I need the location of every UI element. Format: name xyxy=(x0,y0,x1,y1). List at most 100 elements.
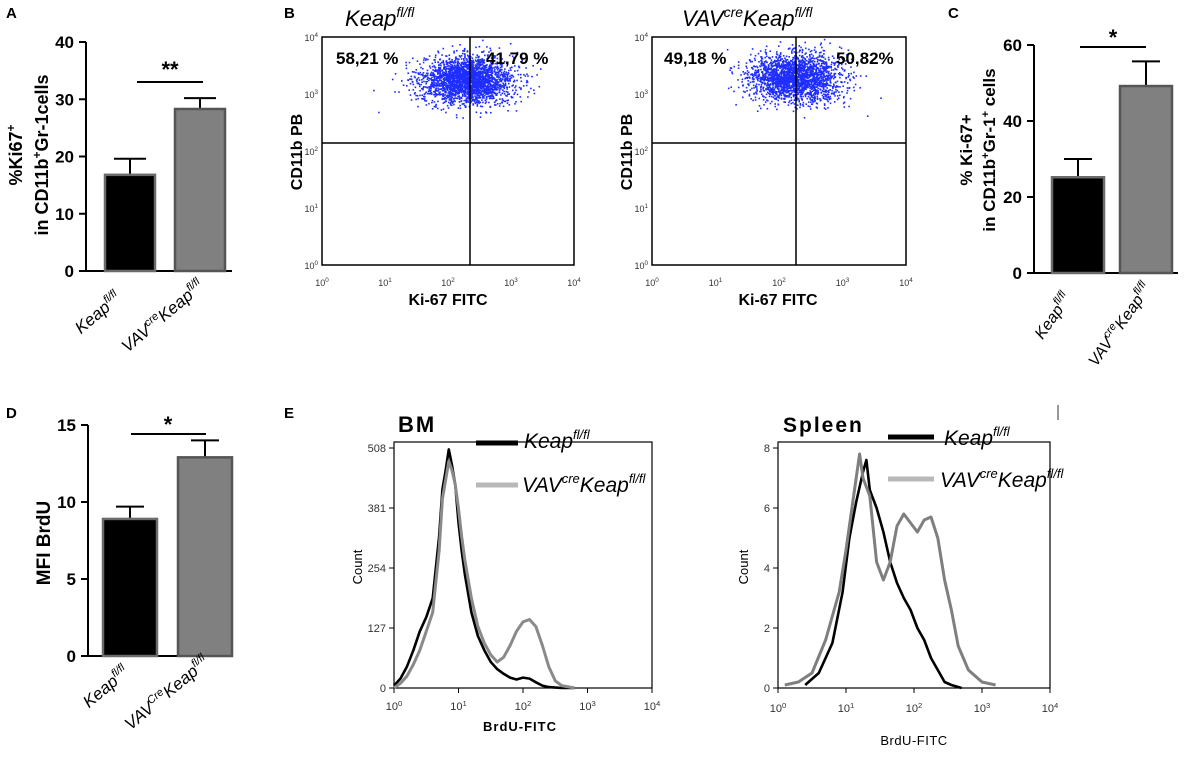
flow-dot xyxy=(493,86,495,88)
flow-dot xyxy=(409,82,412,85)
flow-dot xyxy=(461,79,464,82)
flow-dot xyxy=(425,91,427,94)
flow-dot xyxy=(457,107,460,109)
flow-dot xyxy=(463,48,466,51)
flow-dot xyxy=(504,80,507,82)
flow-dot xyxy=(490,57,493,59)
flow-dot xyxy=(485,75,487,78)
flow-dot xyxy=(833,101,836,103)
flow-dot xyxy=(434,81,436,84)
flow-dot xyxy=(453,79,456,82)
flow-dot xyxy=(456,68,458,70)
flow-dot xyxy=(756,93,758,95)
flow-dot xyxy=(435,104,437,107)
flow-dot xyxy=(814,81,816,83)
flow-dot xyxy=(831,55,834,57)
flow-dot xyxy=(806,91,809,94)
flow-dot xyxy=(828,77,830,79)
flow-dot xyxy=(484,94,486,97)
flow-dot xyxy=(760,84,763,86)
flow-dot xyxy=(447,75,449,77)
flow-dot xyxy=(491,86,494,89)
flow-dot xyxy=(823,68,825,71)
flow-dot xyxy=(463,91,465,94)
flow-dot xyxy=(774,103,776,105)
flow-dot xyxy=(761,64,763,67)
flow-dot xyxy=(482,71,484,74)
flow-dot xyxy=(823,53,825,55)
flow-dot xyxy=(749,77,751,79)
flow-dot xyxy=(470,98,473,100)
flow-dot xyxy=(509,77,511,80)
flow-dot xyxy=(837,61,840,64)
flow-dot xyxy=(798,64,800,67)
flow-dot xyxy=(475,65,477,68)
flow-dot xyxy=(493,78,496,80)
flow-dot xyxy=(756,65,758,68)
y-tick-label: 100 xyxy=(634,260,648,271)
flow-dot xyxy=(821,56,823,58)
flow-dot xyxy=(422,68,424,70)
flow-dot xyxy=(459,91,461,93)
flow-dot xyxy=(792,94,795,97)
flow-dot xyxy=(806,81,808,83)
flow-dot xyxy=(477,92,479,95)
flow-dot xyxy=(449,104,452,106)
flow-dot xyxy=(766,107,769,110)
flow-dot xyxy=(456,62,459,65)
flow-dot xyxy=(782,74,785,77)
flow-dot xyxy=(412,57,414,60)
flow-dot xyxy=(803,73,805,75)
flow-dot xyxy=(833,64,836,66)
flow-dot xyxy=(812,101,814,103)
flow-dot xyxy=(452,76,455,78)
flow-dot xyxy=(848,74,850,77)
flow-dot xyxy=(463,81,465,84)
flow-dot xyxy=(785,62,788,64)
flow-dot xyxy=(802,89,804,92)
flow-dot xyxy=(788,96,790,98)
flow-dot xyxy=(775,69,778,71)
flow-dot xyxy=(489,73,492,76)
flow-dot xyxy=(426,87,429,89)
flow-dot xyxy=(470,94,473,97)
flow-dot xyxy=(449,78,451,80)
flow-dot xyxy=(461,90,464,93)
flow-dot xyxy=(769,88,771,91)
flow-dot xyxy=(505,79,507,81)
flow-dot xyxy=(444,74,446,77)
panel-a-ylabel-l2-post: Gr-1cells xyxy=(32,74,52,151)
flow-dot xyxy=(488,92,490,95)
flow-dot xyxy=(501,92,504,95)
flow-dot xyxy=(775,73,778,76)
flow-dot xyxy=(447,107,450,109)
flow-dot xyxy=(448,74,450,77)
flow-dot xyxy=(880,97,882,99)
flow-dot xyxy=(502,82,504,84)
flow-dot xyxy=(462,69,465,71)
panel-b-plot1-xlabel: Ki-67 FITC xyxy=(408,292,488,309)
flow-dot xyxy=(793,51,796,53)
flow-dot xyxy=(786,68,789,70)
flow-dot xyxy=(780,82,782,84)
flow-dot xyxy=(467,55,470,58)
flow-dot xyxy=(805,93,807,96)
flow-dot xyxy=(461,85,464,87)
flow-dot xyxy=(746,72,748,75)
flow-dot xyxy=(473,84,476,86)
flow-dot xyxy=(518,66,520,69)
flow-dot xyxy=(500,71,503,74)
flow-dot xyxy=(855,75,858,77)
flow-dot xyxy=(503,90,505,93)
x-tick-label: 104 xyxy=(567,277,581,288)
flow-dot xyxy=(437,81,439,84)
flow-dot xyxy=(796,108,798,110)
flow-dot xyxy=(835,88,837,91)
flow-dot xyxy=(457,77,460,80)
flow-dot xyxy=(780,88,783,91)
flow-dot xyxy=(434,91,436,94)
flow-dot xyxy=(770,67,772,70)
flow-dot xyxy=(801,81,804,83)
flow-dot xyxy=(486,95,488,98)
flow-dot xyxy=(759,50,762,52)
